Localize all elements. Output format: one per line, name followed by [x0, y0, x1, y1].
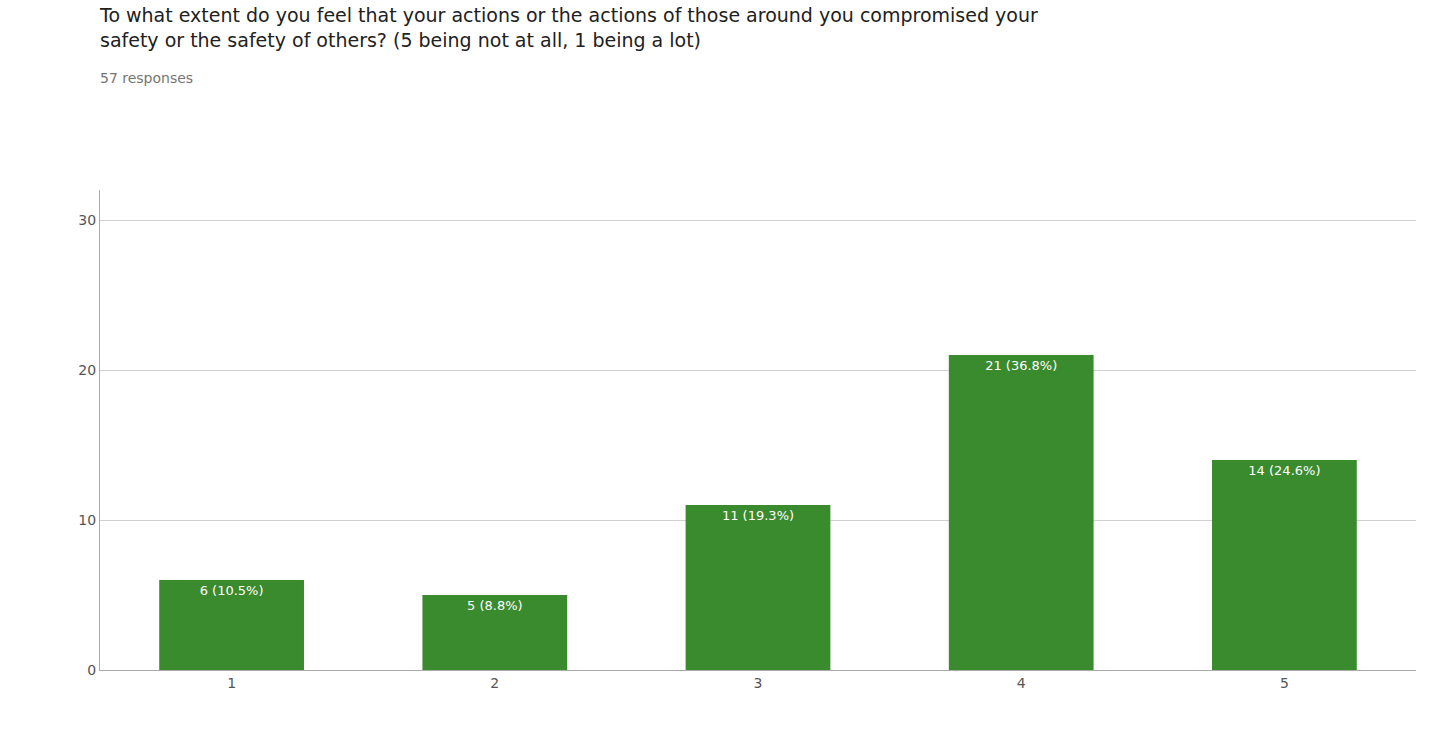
svg-text:5 (8.8%): 5 (8.8%): [467, 598, 523, 613]
svg-text:20: 20: [78, 362, 96, 378]
svg-text:10: 10: [78, 512, 96, 528]
svg-text:3: 3: [754, 675, 763, 691]
svg-text:To what extent do you feel tha: To what extent do you feel that your act…: [99, 4, 1038, 51]
svg-text:6 (10.5%): 6 (10.5%): [200, 583, 264, 598]
svg-text:57 responses: 57 responses: [100, 70, 193, 86]
svg-text:14 (24.6%): 14 (24.6%): [1248, 463, 1320, 478]
svg-text:5: 5: [1280, 675, 1289, 691]
svg-text:21 (36.8%): 21 (36.8%): [985, 358, 1057, 373]
svg-text:1: 1: [227, 675, 236, 691]
svg-text:2: 2: [490, 675, 499, 691]
svg-text:4: 4: [1017, 675, 1026, 691]
svg-text:11 (19.3%): 11 (19.3%): [722, 508, 794, 523]
svg-text:0: 0: [87, 662, 96, 678]
svg-text:30: 30: [78, 212, 96, 228]
